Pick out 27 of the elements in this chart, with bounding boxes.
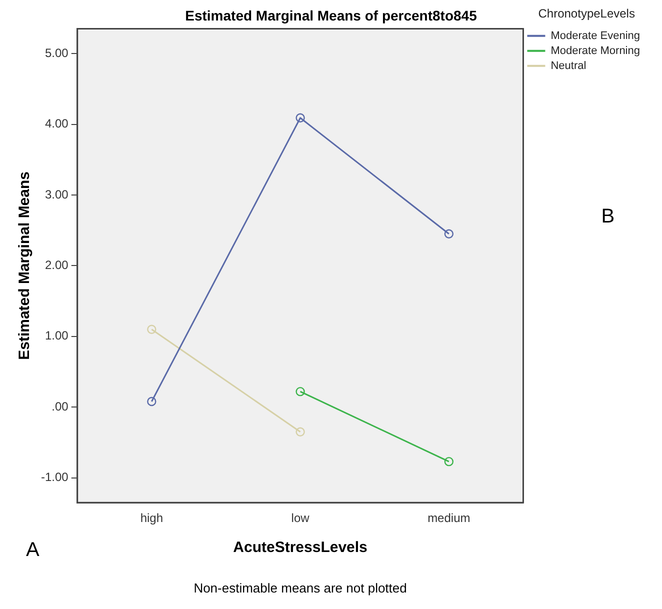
text: B <box>601 205 615 228</box>
point <box>296 113 305 123</box>
y-axis-title: Estimated Marginal Means <box>16 172 34 360</box>
legend-label: Moderate Morning <box>550 44 640 57</box>
point <box>444 229 454 238</box>
legend-label: Neutral <box>550 60 586 72</box>
point <box>296 427 305 436</box>
y-tick-label: 3.00 <box>44 187 69 202</box>
y-tick-label: 4.00 <box>44 116 69 131</box>
point <box>296 386 305 396</box>
x-tick-label: medium <box>428 511 470 526</box>
y-tick-label: 5.00 <box>44 46 69 60</box>
y-tick-label: 1.00 <box>44 328 69 343</box>
point <box>444 456 454 466</box>
x-tick-label: high <box>140 511 164 526</box>
x-tick-label: low <box>291 511 310 526</box>
y-tick-label: -1.00 <box>40 470 69 484</box>
x-axis-title: AcuteStressLevels <box>233 539 368 556</box>
text: Non-estimable means are not plotted <box>194 580 407 596</box>
y-tick-label: .00 <box>52 399 69 414</box>
y-tick-label: 2.00 <box>44 258 69 272</box>
text: A <box>26 539 40 562</box>
point <box>147 396 156 406</box>
legend-label: Moderate Evening <box>550 30 640 42</box>
legend-title: ChronotypeLevels <box>538 6 635 20</box>
chart-title: Estimated Marginal Means of percent8to845 <box>185 7 478 24</box>
point <box>147 324 156 334</box>
